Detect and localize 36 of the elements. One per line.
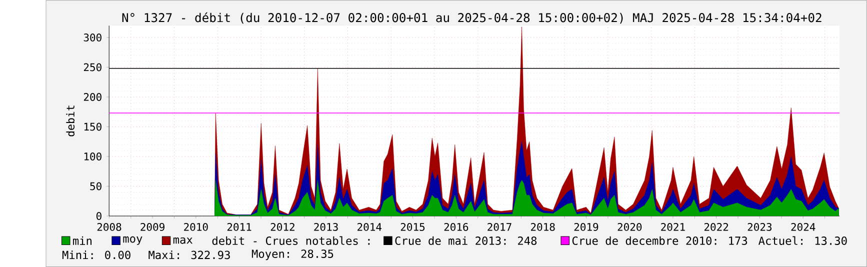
x-tick-label: 2024 [791,222,816,231]
x-tick-label: 2018 [530,222,555,231]
x-tick-label: 2022 [704,222,728,231]
legend-label: Crue de mai 2013: 248 [395,236,537,245]
y-tick-label: 0 [96,212,102,220]
legend-label: Crue de decembre 2010: 173 [572,236,748,245]
x-tick-label: 2012 [270,222,294,231]
y-tick-label: 50 [90,182,102,190]
x-tick-label: 2008 [97,222,122,231]
x-tick-label: 2010 [184,222,208,231]
legend-label: moy [123,236,142,245]
x-tick-label: 2011 [227,222,252,231]
text: Moyen: 28.35 [252,249,334,260]
x-tick-label: 2014 [358,222,382,231]
x-tick-label: 2015 [400,222,425,231]
x-tick-label: 2019 [574,222,598,231]
text: Maxi: 322.93 [148,250,230,260]
y-tick-label: 300 [84,33,102,42]
chart-title: N° 1327 - débit (du 2010-12-07 02:00:00+01 au 2025-04-28 15:00:00+02) MAJ 2025-04-28 15:34:04+02 [122,12,822,24]
text: Mini: 0.00 [62,250,130,260]
legend-label: max [173,237,192,244]
x-tick-label: 2013 [314,222,338,231]
y-axis-title: debit [66,106,75,136]
x-tick-label: 2016 [444,222,468,231]
x-tick-label: 2023 [748,222,772,231]
y-tick-label: 150 [84,122,102,131]
legend-label: min [73,236,92,245]
text: debit - Crues notables : [212,236,370,245]
y-tick-label: 100 [84,152,102,160]
y-tick-label: 250 [84,63,102,72]
y-tick-label: 200 [84,92,102,101]
x-tick-label: 2020 [618,222,642,231]
x-tick-label: 2009 [140,222,164,231]
x-tick-label: 2017 [488,222,512,231]
x-tick-label: 2021 [661,222,685,231]
text: Actuel: 13.30 [758,236,847,245]
